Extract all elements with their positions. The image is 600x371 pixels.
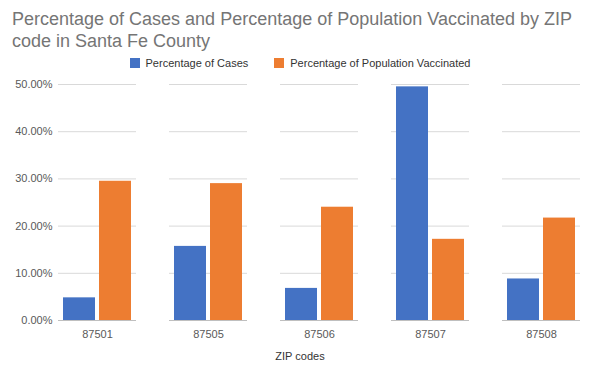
svg-text:87507: 87507 xyxy=(415,328,446,340)
svg-text:0.00%: 0.00% xyxy=(21,314,52,326)
html-text:Percentage of Cases and Percen: Percentage of Cases and Percentage of Po… xyxy=(12,9,572,51)
svg-text:87505: 87505 xyxy=(193,328,224,340)
svg-text:87501: 87501 xyxy=(82,328,113,340)
svg-text:50.00%: 50.00% xyxy=(15,78,53,90)
svg-text:30.00%: 30.00% xyxy=(15,172,53,184)
html-text:Percentage of Population Vacci: Percentage of Population Vaccinated xyxy=(290,57,471,69)
html-text:ZIP codes: ZIP codes xyxy=(275,350,325,362)
svg-text:10.00%: 10.00% xyxy=(15,267,53,279)
svg-text:87506: 87506 xyxy=(304,328,335,340)
svg-text:40.00%: 40.00% xyxy=(15,125,53,137)
svg-text:87508: 87508 xyxy=(526,328,557,340)
html-text:Percentage of Cases: Percentage of Cases xyxy=(145,57,249,69)
svg-text:20.00%: 20.00% xyxy=(15,220,53,232)
